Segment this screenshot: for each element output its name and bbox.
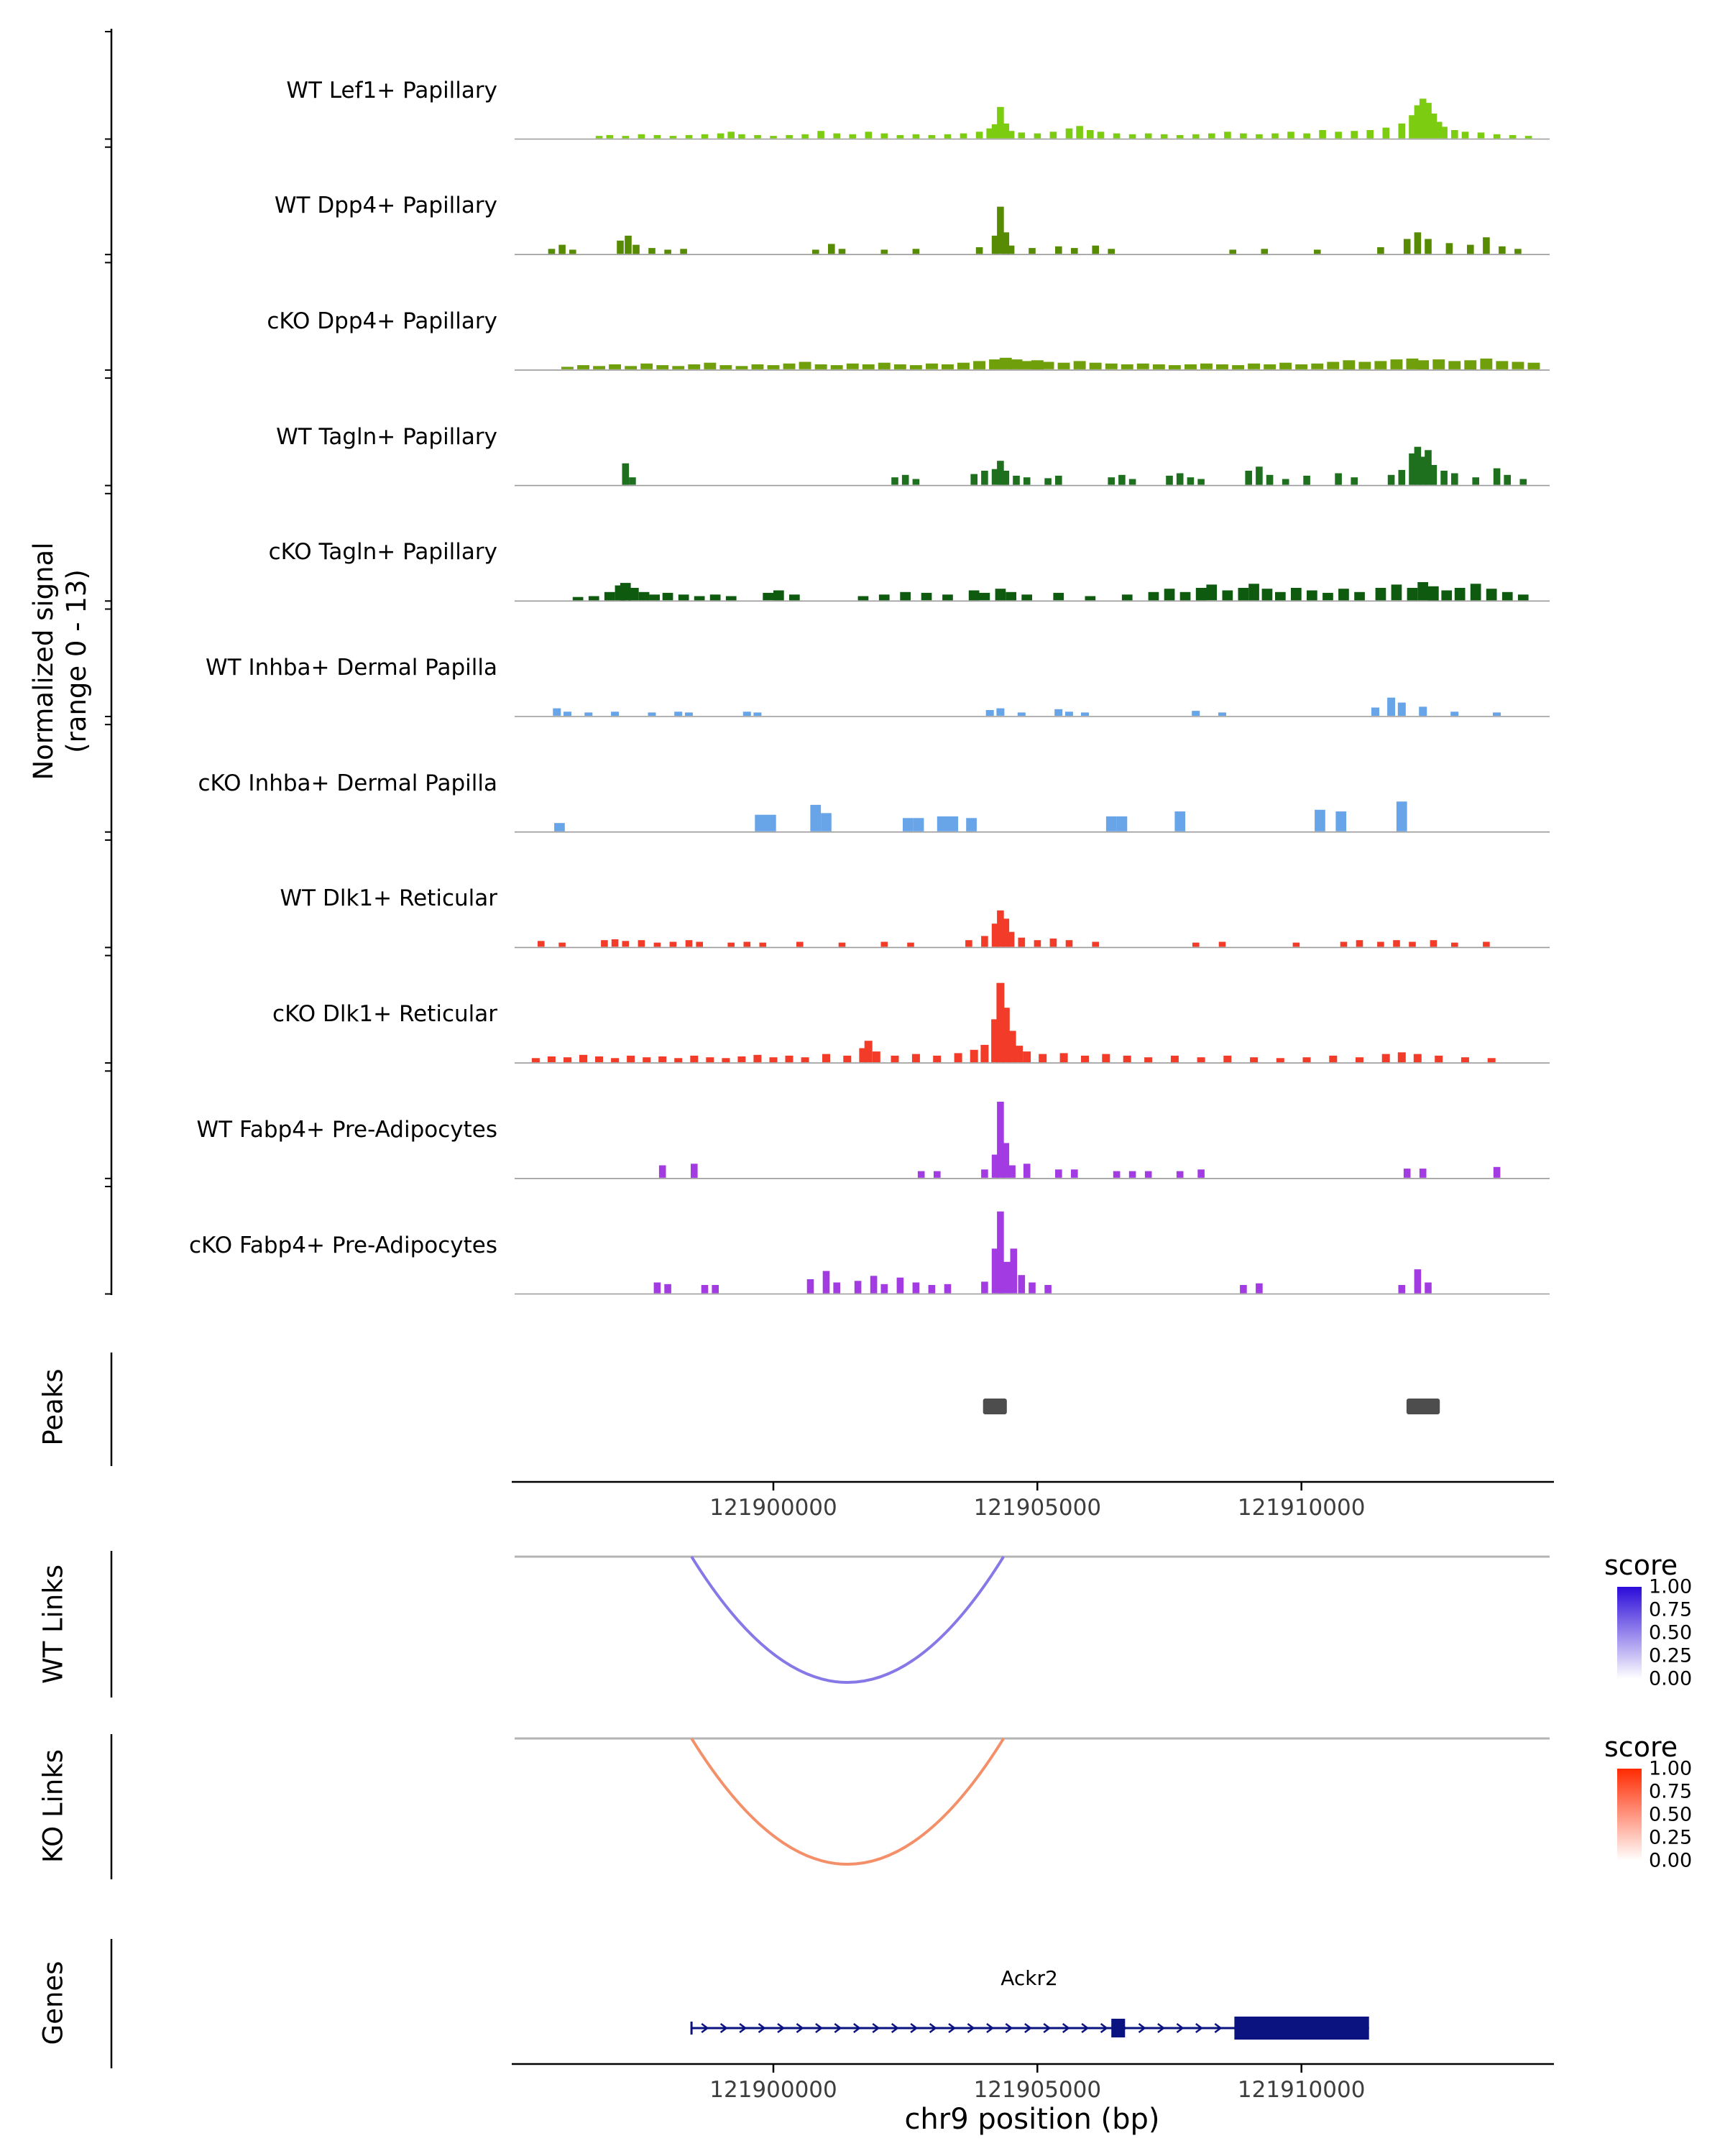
x-axis-tick-label: 121905000 — [973, 1495, 1102, 1521]
track-label-1: WT Lef1+ Papillary — [286, 77, 497, 103]
wt-score-gradient-bar — [1617, 1587, 1642, 1679]
legend-tick-label: 0.50 — [1649, 1621, 1693, 1644]
ko-score-legend: score 1.00 0.75 0.50 0.25 0.00 — [1604, 1731, 1725, 1886]
legend-tick-label: 0.00 — [1649, 1667, 1693, 1690]
y-axis-title-line2: (range 0 - 13) — [61, 569, 92, 753]
legend-tick-label: 0.25 — [1649, 1826, 1693, 1849]
track-label-4: WT Tagln+ Papillary — [276, 423, 497, 450]
wt-links-section-title: WT Links — [37, 1565, 69, 1684]
track-label-11: cKO Fabp4+ Pre-Adipocytes — [189, 1232, 497, 1258]
track-label-3: cKO Dpp4+ Papillary — [267, 308, 497, 334]
y-axis-title: Normalized signal (range 0 - 13) — [27, 542, 93, 780]
x-axis-tick-label: 121910000 — [1237, 1495, 1366, 1521]
legend-tick-label: 1.00 — [1649, 1575, 1693, 1598]
ko-links-section-title: KO Links — [37, 1749, 69, 1864]
x-axis-tick-label: 121905000 — [973, 2077, 1102, 2103]
wt-score-legend: score 1.00 0.75 0.50 0.25 0.00 — [1604, 1549, 1725, 1704]
track-label-6: WT Inhba+ Dermal Papilla — [206, 655, 497, 681]
track-label-10: WT Fabp4+ Pre-Adipocytes — [196, 1116, 498, 1143]
track-label-8: WT Dlk1+ Reticular — [280, 885, 497, 912]
ko-score-gradient-bar — [1617, 1769, 1642, 1861]
track-label-5: cKO Tagln+ Papillary — [268, 539, 497, 566]
wt-score-legend-title: score — [1604, 1549, 1678, 1581]
track-label-7: cKO Inhba+ Dermal Papilla — [198, 770, 498, 796]
gene-name-label: Ackr2 — [1000, 1966, 1058, 1990]
ko-score-legend-title: score — [1604, 1731, 1678, 1763]
x-axis-tick-label: 121900000 — [709, 1495, 837, 1521]
x-axis-title: chr9 position (bp) — [904, 2103, 1160, 2136]
legend-tick-label: 0.25 — [1649, 1644, 1693, 1667]
genes-section-title: Genes — [37, 1961, 69, 2045]
legend-tick-label: 1.00 — [1649, 1757, 1693, 1780]
peaks-section-title: Peaks — [37, 1368, 69, 1446]
legend-tick-label: 0.75 — [1649, 1598, 1693, 1621]
legend-tick-label: 0.50 — [1649, 1803, 1693, 1826]
y-axis-title-line1: Normalized signal — [28, 542, 59, 780]
legend-tick-label: 0.00 — [1649, 1849, 1693, 1872]
x-axis-tick-label: 121900000 — [709, 2077, 837, 2103]
track-label-2: WT Dpp4+ Papillary — [274, 193, 497, 219]
track-label-9: cKO Dlk1+ Reticular — [272, 1001, 497, 1028]
x-axis-tick-label: 121910000 — [1237, 2077, 1366, 2103]
legend-tick-label: 0.75 — [1649, 1780, 1693, 1803]
